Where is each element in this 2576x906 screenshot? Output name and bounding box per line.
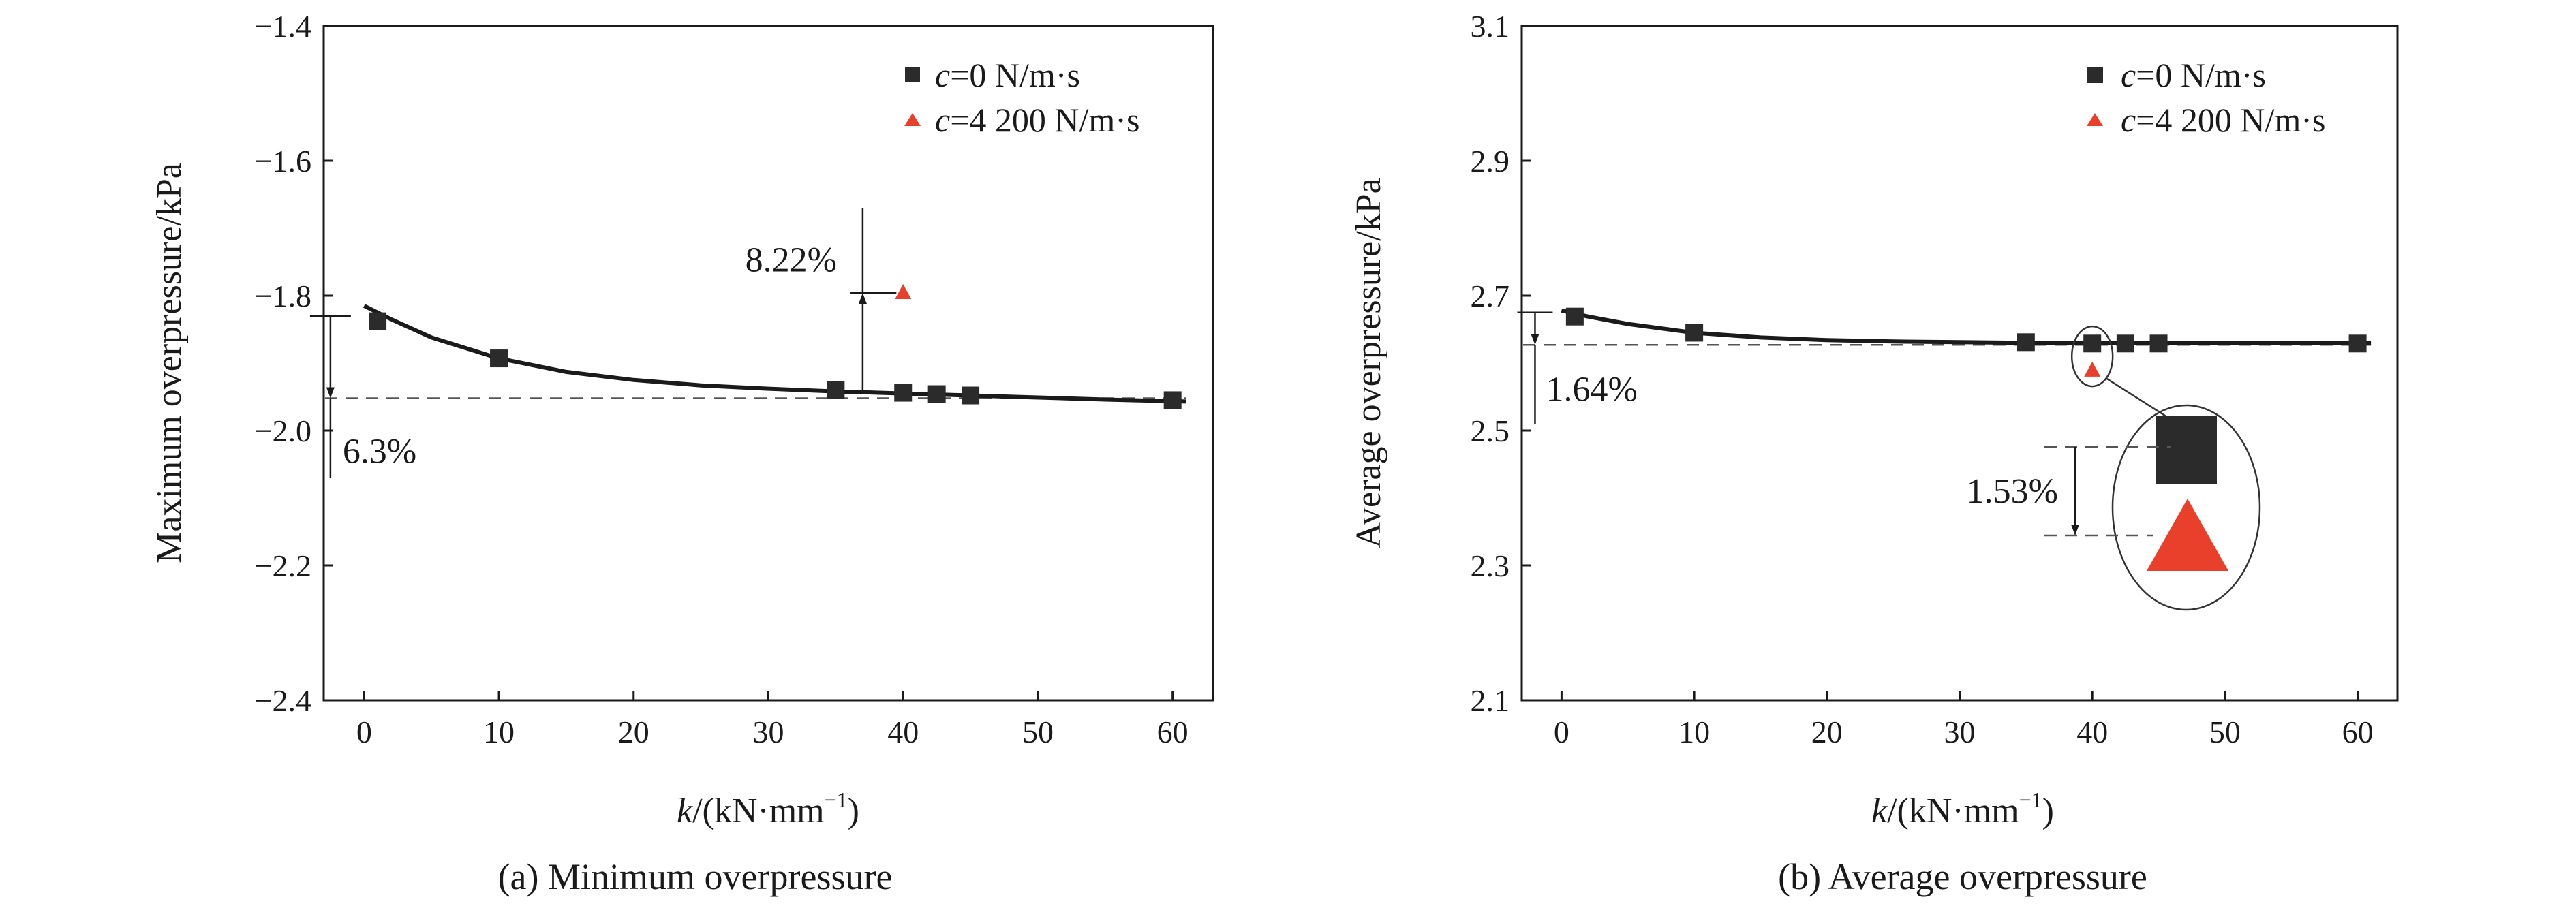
data-point-triangle (895, 284, 912, 300)
ticks-a: 0 10 20 30 40 50 60 −1.4 −1.6 −1.8 −2.0 −2.2 −2.4 (255, 9, 1189, 749)
data-point-square (1685, 324, 1704, 342)
x-tick-label-a: 0 (356, 715, 372, 749)
arrow-head (2071, 525, 2079, 535)
zoom-source-ellipse (2070, 325, 2114, 388)
x-tick-label-a: 30 (753, 715, 784, 749)
y-tick-label-a: −1.8 (255, 279, 311, 313)
legend-a-item-1: c=4 200 N/m·s (935, 101, 1139, 139)
x-tick-label-b: 30 (1944, 715, 1976, 749)
data-point-square (2116, 334, 2134, 353)
x-tick-label-b: 20 (1811, 715, 1843, 749)
x-axis-title-b-close: ) (2042, 792, 2054, 830)
legend-b-item-0-symbol: c (2121, 56, 2136, 94)
caption-a: (a) Minimum overpressure (498, 856, 893, 897)
data-point-square (894, 384, 913, 402)
arrow-head (858, 293, 867, 304)
y-tick-label-a: −1.6 (255, 144, 311, 178)
data-point-square (962, 386, 980, 405)
legend-b-item-1-label: =4 200 N/m·s (2136, 101, 2325, 139)
data-point-square (927, 385, 946, 403)
annotations-b: 1.64% 1.53% (1517, 311, 2261, 611)
y-tick-label-b: 2.7 (1471, 279, 1510, 313)
legend-a-item-1-label: =4 200 N/m·s (950, 101, 1139, 139)
data-point-square (369, 312, 387, 330)
x-tick-label-b: 40 (2076, 715, 2108, 749)
annotation-1-53: 1.53% (1967, 472, 2058, 511)
x-axis-title-b-rest: /(kN·mm (1887, 792, 2019, 830)
legend-a-triangle-marker (904, 113, 921, 126)
x-tick-label-a: 40 (887, 715, 919, 749)
data-point-square (1565, 307, 1584, 326)
x-tick-label-b: 50 (2209, 715, 2241, 749)
panel-b: 0 10 20 30 40 50 60 3.1 2.9 2.7 2.5 2.3 2.1 1.64% 1.5… (1349, 9, 2399, 897)
panel-a: 0 10 20 30 40 50 60 −1.4 −1.6 −1.8 −2.0 −2.2 −2.4 6.… (150, 9, 1214, 897)
x-tick-label-b: 60 (2342, 715, 2374, 749)
data-point-square (2017, 333, 2035, 352)
annotation-6-3: 6.3% (343, 433, 416, 471)
fit-curve-b (1561, 308, 2372, 345)
annotation-8-22: 8.22% (746, 241, 837, 280)
y-tick-label-b: 2.9 (1471, 144, 1510, 178)
zoom-ellipse (2111, 404, 2261, 611)
legend-b-square-marker (2087, 67, 2103, 83)
data-point-square (2348, 334, 2367, 353)
x-tick-label-b: 0 (1554, 715, 1569, 749)
zoom-square-marker (2156, 416, 2217, 484)
x-axis-title-a: k/(kN·mm−1) (677, 787, 859, 830)
x-axis-title-a-rest: /(kN·mm (692, 792, 825, 830)
x-tick-label-a: 60 (1157, 715, 1189, 749)
legend-b-item-0: c=0 N/m·s (2121, 56, 2266, 94)
data-point-square (490, 349, 508, 368)
legend-a-item-0: c=0 N/m·s (935, 56, 1080, 94)
y-tick-label-a: −1.4 (255, 9, 311, 44)
data-point-square (2149, 334, 2168, 353)
legend-a-square-marker (905, 67, 920, 82)
legend-b: c=0 N/m·s c=4 200 N/m·s (2087, 56, 2325, 139)
y-axis-title-b: Average overpressure/kPa (1349, 178, 1388, 548)
y-tick-label-b: 3.1 (1471, 9, 1510, 44)
y-tick-label-b: 2.1 (1471, 683, 1510, 718)
fit-curve-a (363, 304, 1186, 404)
data-point-square (827, 381, 845, 399)
y-tick-label-a: −2.2 (255, 548, 311, 583)
legend-b-triangle-marker (2087, 113, 2103, 126)
data-point-square (2083, 334, 2102, 353)
y-tick-label-b: 2.3 (1471, 548, 1510, 583)
x-axis-title-b: k/(kN·mm−1) (1871, 787, 2054, 830)
annotation-1-64: 1.64% (1546, 371, 1637, 409)
y-tick-label-b: 2.5 (1471, 413, 1510, 448)
data-point-square (1163, 391, 1182, 409)
marks-a (369, 284, 1182, 409)
caption-b: (b) Average overpressure (1778, 856, 2147, 897)
legend-a-item-0-symbol: c (935, 56, 950, 94)
legend-a-item-0-label: =0 N/m·s (950, 56, 1080, 94)
y-tick-label-a: −2.0 (255, 413, 311, 448)
x-axis-title-b-exp: −1 (2019, 787, 2042, 812)
x-tick-label-b: 10 (1678, 715, 1710, 749)
y-tick-label-a: −2.4 (255, 683, 311, 718)
legend-a-item-1-symbol: c (935, 101, 950, 139)
ticks-b: 0 10 20 30 40 50 60 3.1 2.9 2.7 2.5 2.3 2.1 (1471, 9, 2374, 749)
arrow-head (1531, 334, 1539, 345)
data-point-triangle (2084, 361, 2101, 377)
zoom-triangle-marker (2147, 499, 2228, 571)
legend-a: c=0 N/m·s c=4 200 N/m·s (904, 56, 1139, 139)
legend-b-item-0-label: =0 N/m·s (2136, 56, 2266, 94)
x-tick-label-a: 50 (1022, 715, 1054, 749)
x-tick-label-a: 20 (618, 715, 649, 749)
legend-b-item-1: c=4 200 N/m·s (2121, 101, 2325, 139)
x-axis-title-a-exp: −1 (825, 787, 848, 812)
annotations-a: 6.3% 8.22% (309, 208, 897, 478)
y-axis-title-a: Maximum overpressure/kPa (150, 163, 189, 563)
marks-b (1565, 307, 2367, 377)
arrow-head (326, 387, 335, 399)
zoom-connector (2105, 377, 2168, 418)
x-axis-title-a-close: ) (848, 792, 859, 830)
x-tick-label-a: 10 (483, 715, 515, 749)
legend-b-item-1-symbol: c (2121, 101, 2136, 139)
